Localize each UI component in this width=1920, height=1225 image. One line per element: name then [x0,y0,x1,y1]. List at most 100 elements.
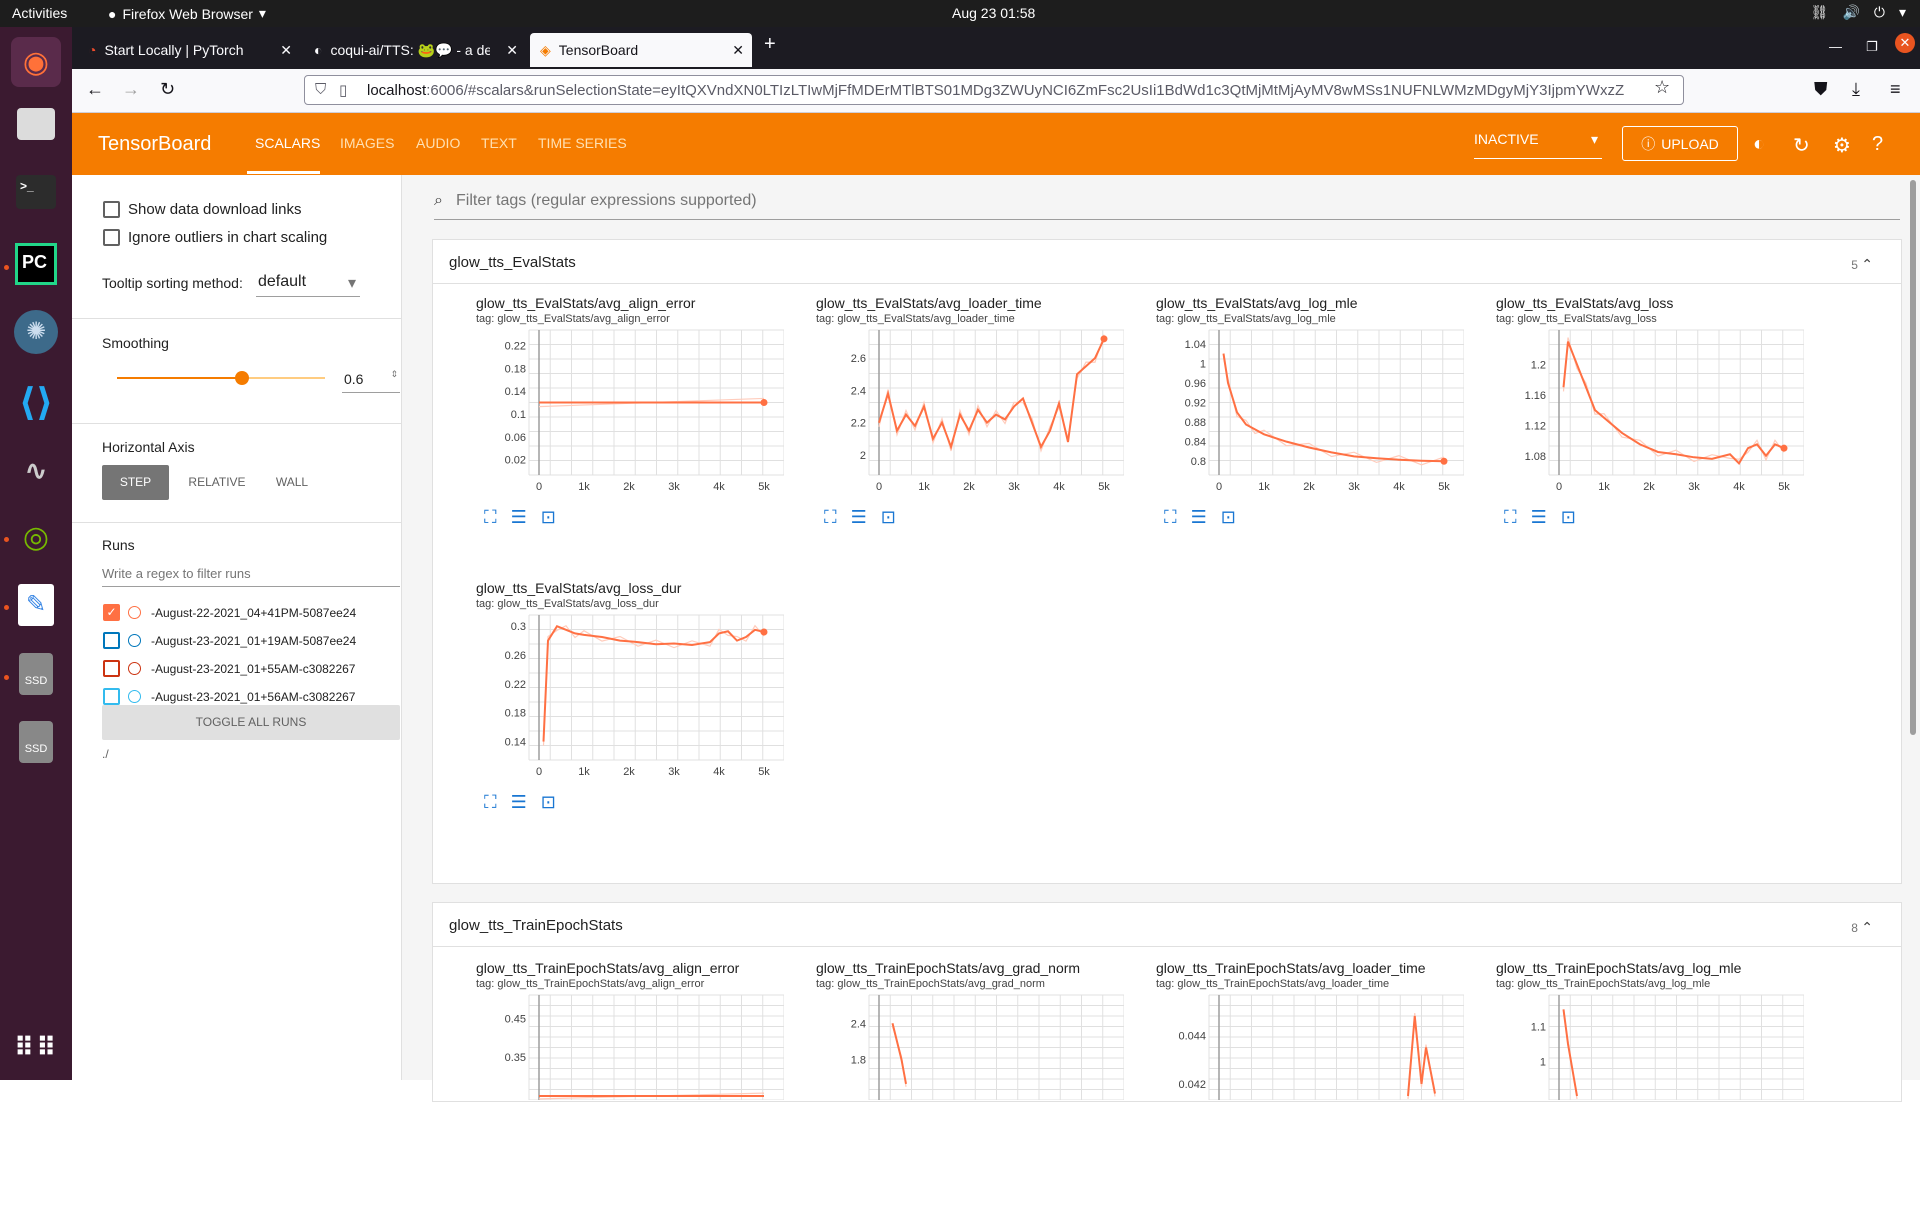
upload-button[interactable]: ⓘ UPLOAD [1622,126,1738,161]
fullscreen-icon[interactable]: ⛶ [484,507,497,527]
tooltip-sorting-select[interactable]: default ▾ [256,271,360,297]
run-checkbox[interactable]: ✓ [103,604,120,621]
axis-wall-button[interactable]: WALL [275,475,309,489]
chart-plot[interactable]: 0.044 0.042 [1134,990,1464,1100]
forward-button[interactable]: → [122,79,140,99]
pycharm-launcher[interactable]: PC [11,239,61,289]
run-checkbox[interactable] [103,632,120,649]
show-apps-button[interactable]: ⠿⠿ [11,1022,61,1072]
firefox-launcher[interactable]: ◉ [11,37,61,87]
series-line[interactable] [1562,1009,1578,1097]
chart-plot[interactable]: 2.4 1.8 [794,990,1124,1100]
fullscreen-icon[interactable]: ⛶ [484,792,497,812]
restore-button[interactable]: ❐ [1866,39,1878,54]
y-log-scale-icon[interactable]: ☰ [510,792,527,812]
refresh-icon[interactable]: ↻ [1793,135,1810,157]
help-icon[interactable]: ? [1872,133,1884,155]
y-log-scale-icon[interactable]: ☰ [1190,507,1207,527]
axis-relative-button[interactable]: RELATIVE [188,475,246,489]
run-color-icon[interactable] [128,606,141,619]
vscode-launcher[interactable]: ⟨⟩ [11,377,61,427]
nav-images[interactable]: IMAGES [340,135,395,151]
plugin-select[interactable]: INACTIVE ▾ [1474,131,1602,159]
reload-button[interactable]: ↻ [160,79,176,99]
y-log-scale-icon[interactable]: ☰ [510,507,527,527]
chart-plot[interactable]: 2.6 2.4 2.2 2 0 1k 2k 3k 4k 5k [794,325,1124,505]
chart-plot[interactable]: 0.45 0.35 [454,990,784,1100]
series-end-point[interactable] [760,628,768,636]
fullscreen-icon[interactable]: ⛶ [824,507,837,527]
run-row[interactable]: ✓ -August-22-2021_04+41PM-5087ee24 [103,604,356,621]
drive-launcher-2[interactable]: SSD [11,717,61,767]
y-log-scale-icon[interactable]: ☰ [1530,507,1547,527]
series-line[interactable] [542,624,765,742]
pocket-icon[interactable]: ⛊ [1814,79,1828,99]
fit-domain-icon[interactable]: ⊡ [540,507,556,527]
stepper-icon[interactable]: ⇕ [390,369,398,379]
group-header[interactable]: glow_tts_EvalStats 5 ⌃ [433,240,1901,284]
nav-audio[interactable]: AUDIO [416,135,461,151]
close-window-button[interactable]: ✕ [1895,33,1915,53]
chart-plot[interactable]: 0.22 0.18 0.14 0.1 0.06 0.02 0 1k 2k 3k 4k 5k [454,325,784,505]
app-menu[interactable]: ● Firefox Web Browser ▾ [108,5,266,22]
system-tray[interactable]: ⛓ 🔊 ⏻ ▾ [1811,4,1906,21]
chart-plot[interactable]: 0.3 0.26 0.22 0.18 0.14 0 1k 2k 3k 4k 5k [454,610,784,790]
smoothing-slider[interactable] [117,371,325,385]
url-bar[interactable]: ⛉ ▯ localhost:6006/#scalars&runSelection… [304,75,1684,105]
close-icon[interactable]: ✕ [506,41,518,58]
files-launcher[interactable] [11,99,61,149]
fit-domain-icon[interactable]: ⊡ [540,792,556,812]
smoothing-input[interactable]: 0.6 ⇕ [342,367,400,393]
tab-tensorboard[interactable]: ◈ TensorBoard ✕ [530,33,752,67]
system-monitor-launcher[interactable]: ∿ [11,445,61,495]
minimize-button[interactable]: — [1829,39,1842,54]
fullscreen-icon[interactable]: ⛶ [1164,507,1177,527]
scrollbar[interactable] [1910,180,1916,735]
drive-launcher-1[interactable]: SSD [11,649,61,699]
chart-plot[interactable]: 1.04 1 0.96 0.92 0.88 0.84 0.8 0 1k 2k 3k 4k 5k [1134,325,1464,505]
series-end-point[interactable] [1100,335,1108,343]
back-button[interactable]: ← [86,79,104,99]
y-log-scale-icon[interactable]: ☰ [850,507,867,527]
activities-button[interactable]: Activities [12,5,68,21]
tag-filter-input[interactable]: ⌕ Filter tags (regular expressions suppo… [434,192,1900,220]
run-color-icon[interactable] [128,634,141,647]
series-line[interactable] [1222,353,1445,463]
theme-toggle-icon[interactable]: ◐ [1753,133,1766,155]
series-line[interactable] [878,338,1105,451]
runs-filter-input[interactable]: Write a regex to filter runs [102,561,400,587]
terminal-launcher[interactable]: >_ [11,167,61,217]
nav-scalars[interactable]: SCALARS [255,135,321,151]
chart-plot[interactable]: 1.2 1.16 1.12 1.08 0 1k 2k 3k 4k 5k [1474,325,1804,505]
nav-text[interactable]: TEXT [481,135,517,151]
nav-time-series[interactable]: TIME SERIES [538,135,627,151]
fit-domain-icon[interactable]: ⊡ [880,507,896,527]
menu-icon[interactable]: ≡ [1890,79,1901,99]
series-end-point[interactable] [760,399,768,406]
series-end-point[interactable] [1440,457,1448,465]
new-tab-button[interactable]: + [764,33,776,55]
run-row[interactable]: -August-23-2021_01+55AM-c3082267 [103,660,355,677]
chart-plot[interactable]: 1.11 [1474,990,1804,1100]
fit-domain-icon[interactable]: ⊡ [1560,507,1576,527]
show-download-links-checkbox[interactable] [103,201,120,218]
ignore-outliers-checkbox[interactable] [103,229,120,246]
bookmark-star-icon[interactable]: ☆ [1654,77,1671,97]
download-icon[interactable]: ⤓ [1852,79,1860,99]
settings-gear-icon[interactable]: ⚙ [1833,135,1851,157]
fit-domain-icon[interactable]: ⊡ [1220,507,1236,527]
series-line[interactable] [891,1023,907,1085]
nvidia-launcher[interactable]: ◎ [11,512,61,562]
text-editor-launcher[interactable]: ✎ [11,580,61,630]
group-header[interactable]: glow_tts_TrainEpochStats 8 ⌃ [433,903,1901,947]
tab-pytorch[interactable]: ◔ Start Locally | PyTorch ✕ [78,33,300,67]
series-end-point[interactable] [1780,444,1788,452]
close-icon[interactable]: ✕ [280,41,292,58]
app-launcher-atom[interactable]: ✺ [11,307,61,357]
run-checkbox[interactable] [103,660,120,677]
run-row[interactable]: -August-23-2021_01+19AM-5087ee24 [103,632,356,649]
run-color-icon[interactable] [128,690,141,703]
series-line[interactable] [1562,341,1785,466]
fullscreen-icon[interactable]: ⛶ [1504,507,1517,527]
clock[interactable]: Aug 23 01:58 [952,5,1036,21]
